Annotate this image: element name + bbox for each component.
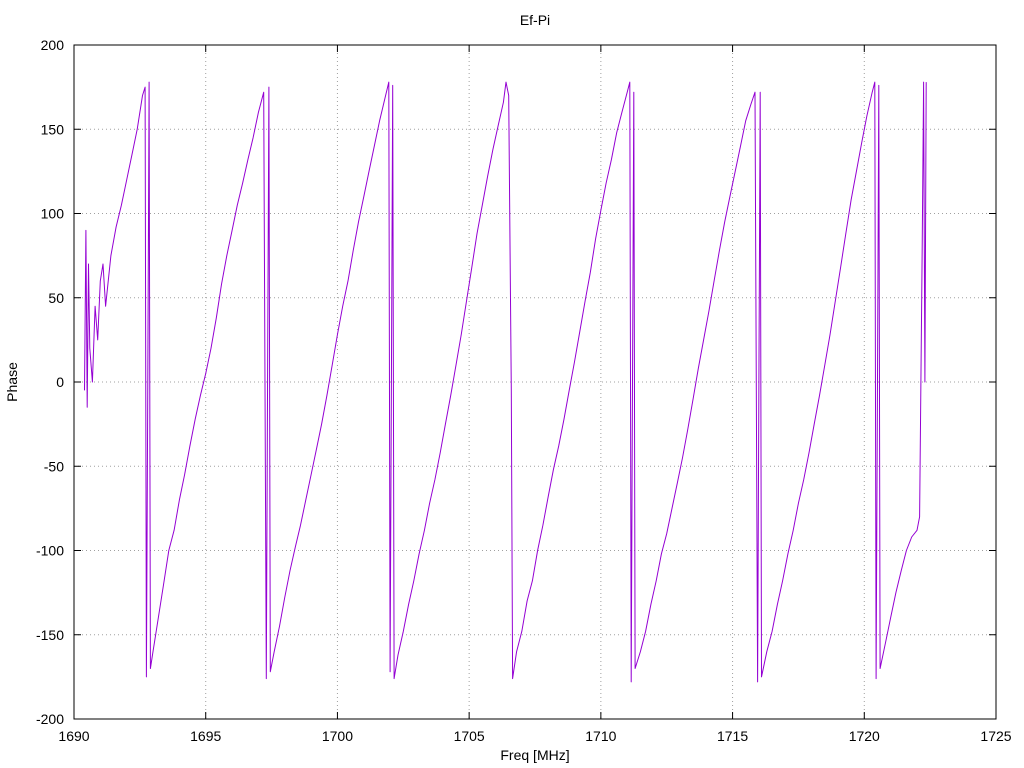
y-tick-label: 200 [41,37,65,53]
axis-ticks: 1690 1695 1700 1705 1710 1715 1720 1725 -200 -150… [36,37,1012,744]
x-tick-label: 1725 [980,728,1011,744]
y-tick-label: 100 [41,206,65,222]
grid [74,45,996,719]
x-tick-label: 1710 [585,728,616,744]
y-tick-label: -100 [36,543,64,559]
x-tick-label: 1700 [322,728,353,744]
x-tick-label: 1690 [58,728,89,744]
series-line-0 [84,81,927,683]
y-axis-title: Phase [4,362,20,402]
y-tick-label: 0 [56,374,64,390]
y-tick-label: -200 [36,711,64,727]
y-tick-label: -50 [44,458,64,474]
y-tick-label: 150 [41,121,65,137]
chart-title: Ef-Pi [520,12,550,28]
plot-area [84,81,927,683]
x-tick-label: 1720 [849,728,880,744]
y-tick-label: -150 [36,627,64,643]
x-tick-label: 1705 [454,728,485,744]
x-tick-label: 1695 [190,728,221,744]
x-tick-label: 1715 [717,728,748,744]
x-axis-title: Freq [MHz] [500,747,569,763]
y-tick-label: 50 [48,290,64,306]
